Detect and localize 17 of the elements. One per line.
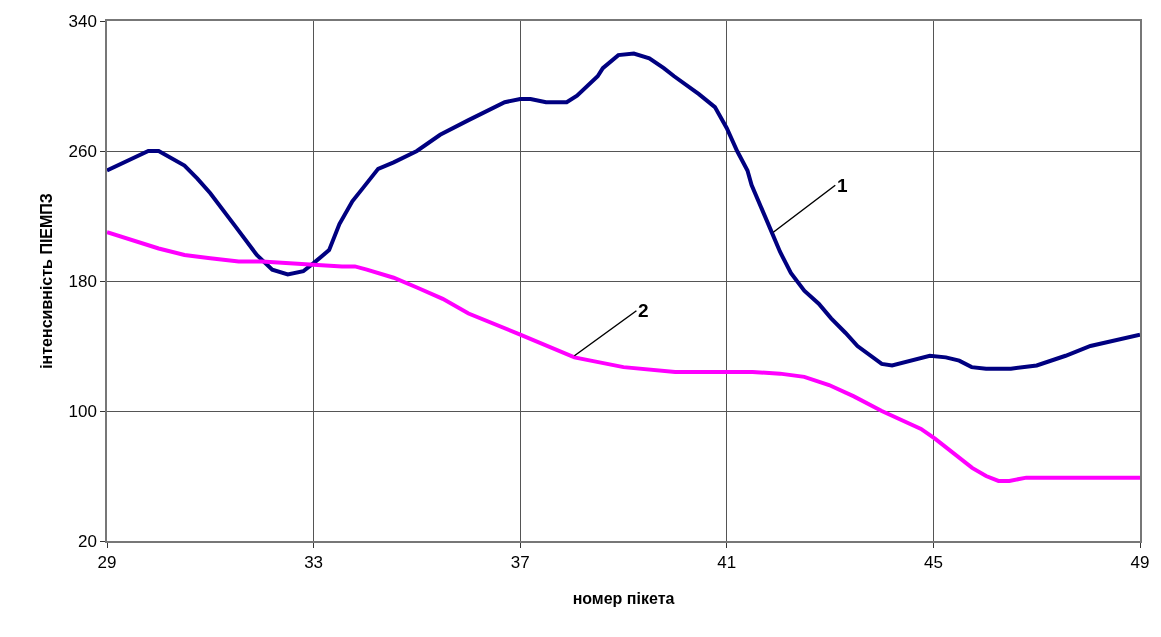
x-tick-label: 45	[923, 553, 943, 573]
y-tick-label: 260	[68, 141, 97, 161]
annotation: 2	[638, 300, 649, 321]
x-tick-label: 49	[1130, 553, 1150, 573]
y-axis-title: інтенсивність ПІЕМПЗ	[37, 193, 55, 369]
line-series	[107, 230, 1140, 483]
y-tick-label: 100	[68, 401, 97, 421]
line-series	[107, 51, 1140, 371]
y-tick-label: 20	[77, 531, 97, 551]
x-tick-label: 41	[717, 553, 737, 573]
x-tick-label: 33	[304, 553, 324, 573]
x-axis-title: номер пікета	[572, 590, 675, 608]
x-tick-label: 29	[97, 553, 117, 573]
y-tick-label: 180	[68, 271, 97, 291]
y-tick-label: 340	[68, 11, 97, 31]
annotation: 1	[837, 175, 848, 196]
x-tick-label: 37	[510, 553, 530, 573]
